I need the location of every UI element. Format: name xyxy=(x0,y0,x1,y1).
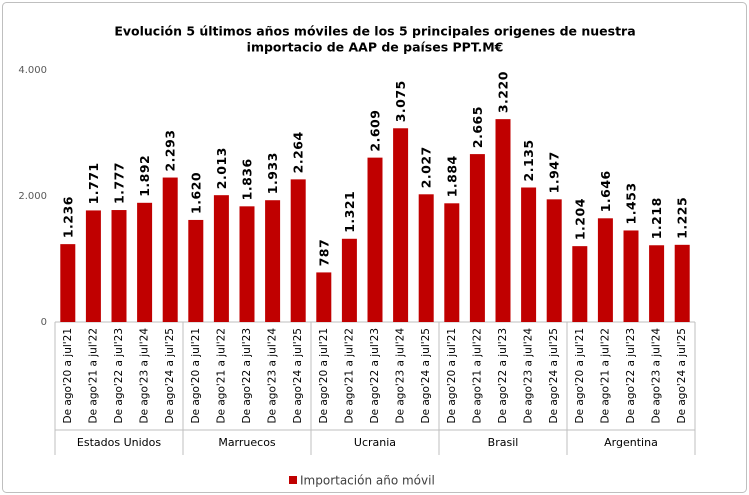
bar xyxy=(316,272,332,322)
bar xyxy=(649,245,665,322)
x-tick-label: De ago'22 a jul'23 xyxy=(497,328,509,424)
bar xyxy=(444,203,460,322)
value-label: 2.293 xyxy=(163,129,178,171)
value-label: 2.665 xyxy=(470,106,485,148)
bar xyxy=(111,210,127,322)
value-label: 1.236 xyxy=(60,196,75,238)
x-tick-label: De ago'24 a jul'25 xyxy=(676,328,688,424)
value-label: 1.771 xyxy=(86,162,101,204)
chart-title: Evolución 5 últimos años móviles de los … xyxy=(114,24,635,39)
group-label: Brasil xyxy=(488,436,519,449)
x-tick-label: De ago'23 a jul'24 xyxy=(267,328,279,424)
x-tick-label: De ago'20 a jul'21 xyxy=(190,328,202,424)
value-label: 1.453 xyxy=(624,182,639,224)
bar xyxy=(367,157,383,322)
x-tick-label: De ago'24 a jul'25 xyxy=(164,328,176,424)
x-tick-label: De ago'21 a jul'22 xyxy=(215,328,227,424)
value-label: 1.321 xyxy=(342,191,357,233)
x-tick-label: De ago'22 a jul'23 xyxy=(369,328,381,424)
x-tick-label: De ago'23 a jul'24 xyxy=(523,328,535,424)
bar xyxy=(495,119,511,322)
bar xyxy=(469,154,485,322)
y-tick-label: 4.000 xyxy=(18,65,47,76)
bar xyxy=(623,230,639,322)
x-tick-label: De ago'24 a jul'25 xyxy=(292,328,304,424)
bar xyxy=(213,195,229,322)
group-label: Argentina xyxy=(604,436,658,449)
x-tick-label: De ago'20 a jul'21 xyxy=(446,328,458,424)
bar xyxy=(521,187,537,322)
value-label: 1.204 xyxy=(572,198,587,240)
value-label: 2.013 xyxy=(214,147,229,189)
y-tick-label: 2.000 xyxy=(18,191,47,202)
bar xyxy=(60,244,76,322)
x-tick-label: De ago'21 a jul'22 xyxy=(87,328,99,424)
bar xyxy=(572,246,588,322)
bar xyxy=(597,218,613,322)
value-label: 3.075 xyxy=(393,80,408,122)
value-label: 1.884 xyxy=(444,155,459,197)
x-tick-label: De ago'22 a jul'23 xyxy=(113,328,125,424)
value-label: 3.220 xyxy=(496,71,511,113)
value-label: 1.218 xyxy=(649,197,664,239)
bar xyxy=(137,202,153,322)
group-label: Marruecos xyxy=(218,436,276,449)
bar xyxy=(290,179,306,322)
legend-label: Importación año móvil xyxy=(300,474,435,488)
value-label: 1.646 xyxy=(598,170,613,212)
x-tick-label: De ago'24 a jul'25 xyxy=(420,328,432,424)
value-label: 1.947 xyxy=(547,151,562,193)
chart-title: importacio de AAP de países PPT.M€ xyxy=(247,40,504,55)
x-tick-label: De ago'21 a jul'22 xyxy=(471,328,483,424)
value-label: 2.027 xyxy=(419,146,434,188)
x-tick-label: De ago'23 a jul'24 xyxy=(651,328,663,424)
value-label: 2.264 xyxy=(291,131,306,173)
value-label: 2.135 xyxy=(521,139,536,181)
bar xyxy=(265,200,281,322)
bar xyxy=(393,128,409,322)
bar xyxy=(162,177,178,322)
x-tick-label: De ago'21 a jul'22 xyxy=(599,328,611,424)
x-tick-label: De ago'20 a jul'21 xyxy=(318,328,330,424)
bar xyxy=(546,199,562,322)
value-label: 1.225 xyxy=(675,197,690,239)
bar xyxy=(239,206,255,322)
value-label: 787 xyxy=(316,239,331,267)
x-tick-label: De ago'20 a jul'21 xyxy=(62,328,74,424)
value-label: 1.892 xyxy=(137,155,152,197)
group-label: Estados Unidos xyxy=(77,436,161,449)
value-label: 1.836 xyxy=(240,158,255,200)
value-label: 1.620 xyxy=(188,172,203,214)
legend-swatch xyxy=(289,476,297,484)
x-tick-label: De ago'23 a jul'24 xyxy=(395,328,407,424)
bar xyxy=(418,194,434,322)
x-tick-label: De ago'22 a jul'23 xyxy=(241,328,253,424)
x-tick-label: De ago'21 a jul'22 xyxy=(343,328,355,424)
x-tick-label: De ago'23 a jul'24 xyxy=(139,328,151,424)
bar xyxy=(674,244,690,322)
x-tick-label: De ago'20 a jul'21 xyxy=(574,328,586,424)
value-label: 1.933 xyxy=(265,152,280,194)
value-label: 1.777 xyxy=(112,162,127,204)
bar xyxy=(85,210,101,322)
x-tick-label: De ago'22 a jul'23 xyxy=(625,328,637,424)
value-label: 2.609 xyxy=(368,110,383,152)
bar xyxy=(341,238,357,322)
bar xyxy=(188,219,204,322)
y-tick-label: 0 xyxy=(41,317,47,328)
x-tick-label: De ago'24 a jul'25 xyxy=(548,328,560,424)
group-label: Ucrania xyxy=(354,436,396,449)
